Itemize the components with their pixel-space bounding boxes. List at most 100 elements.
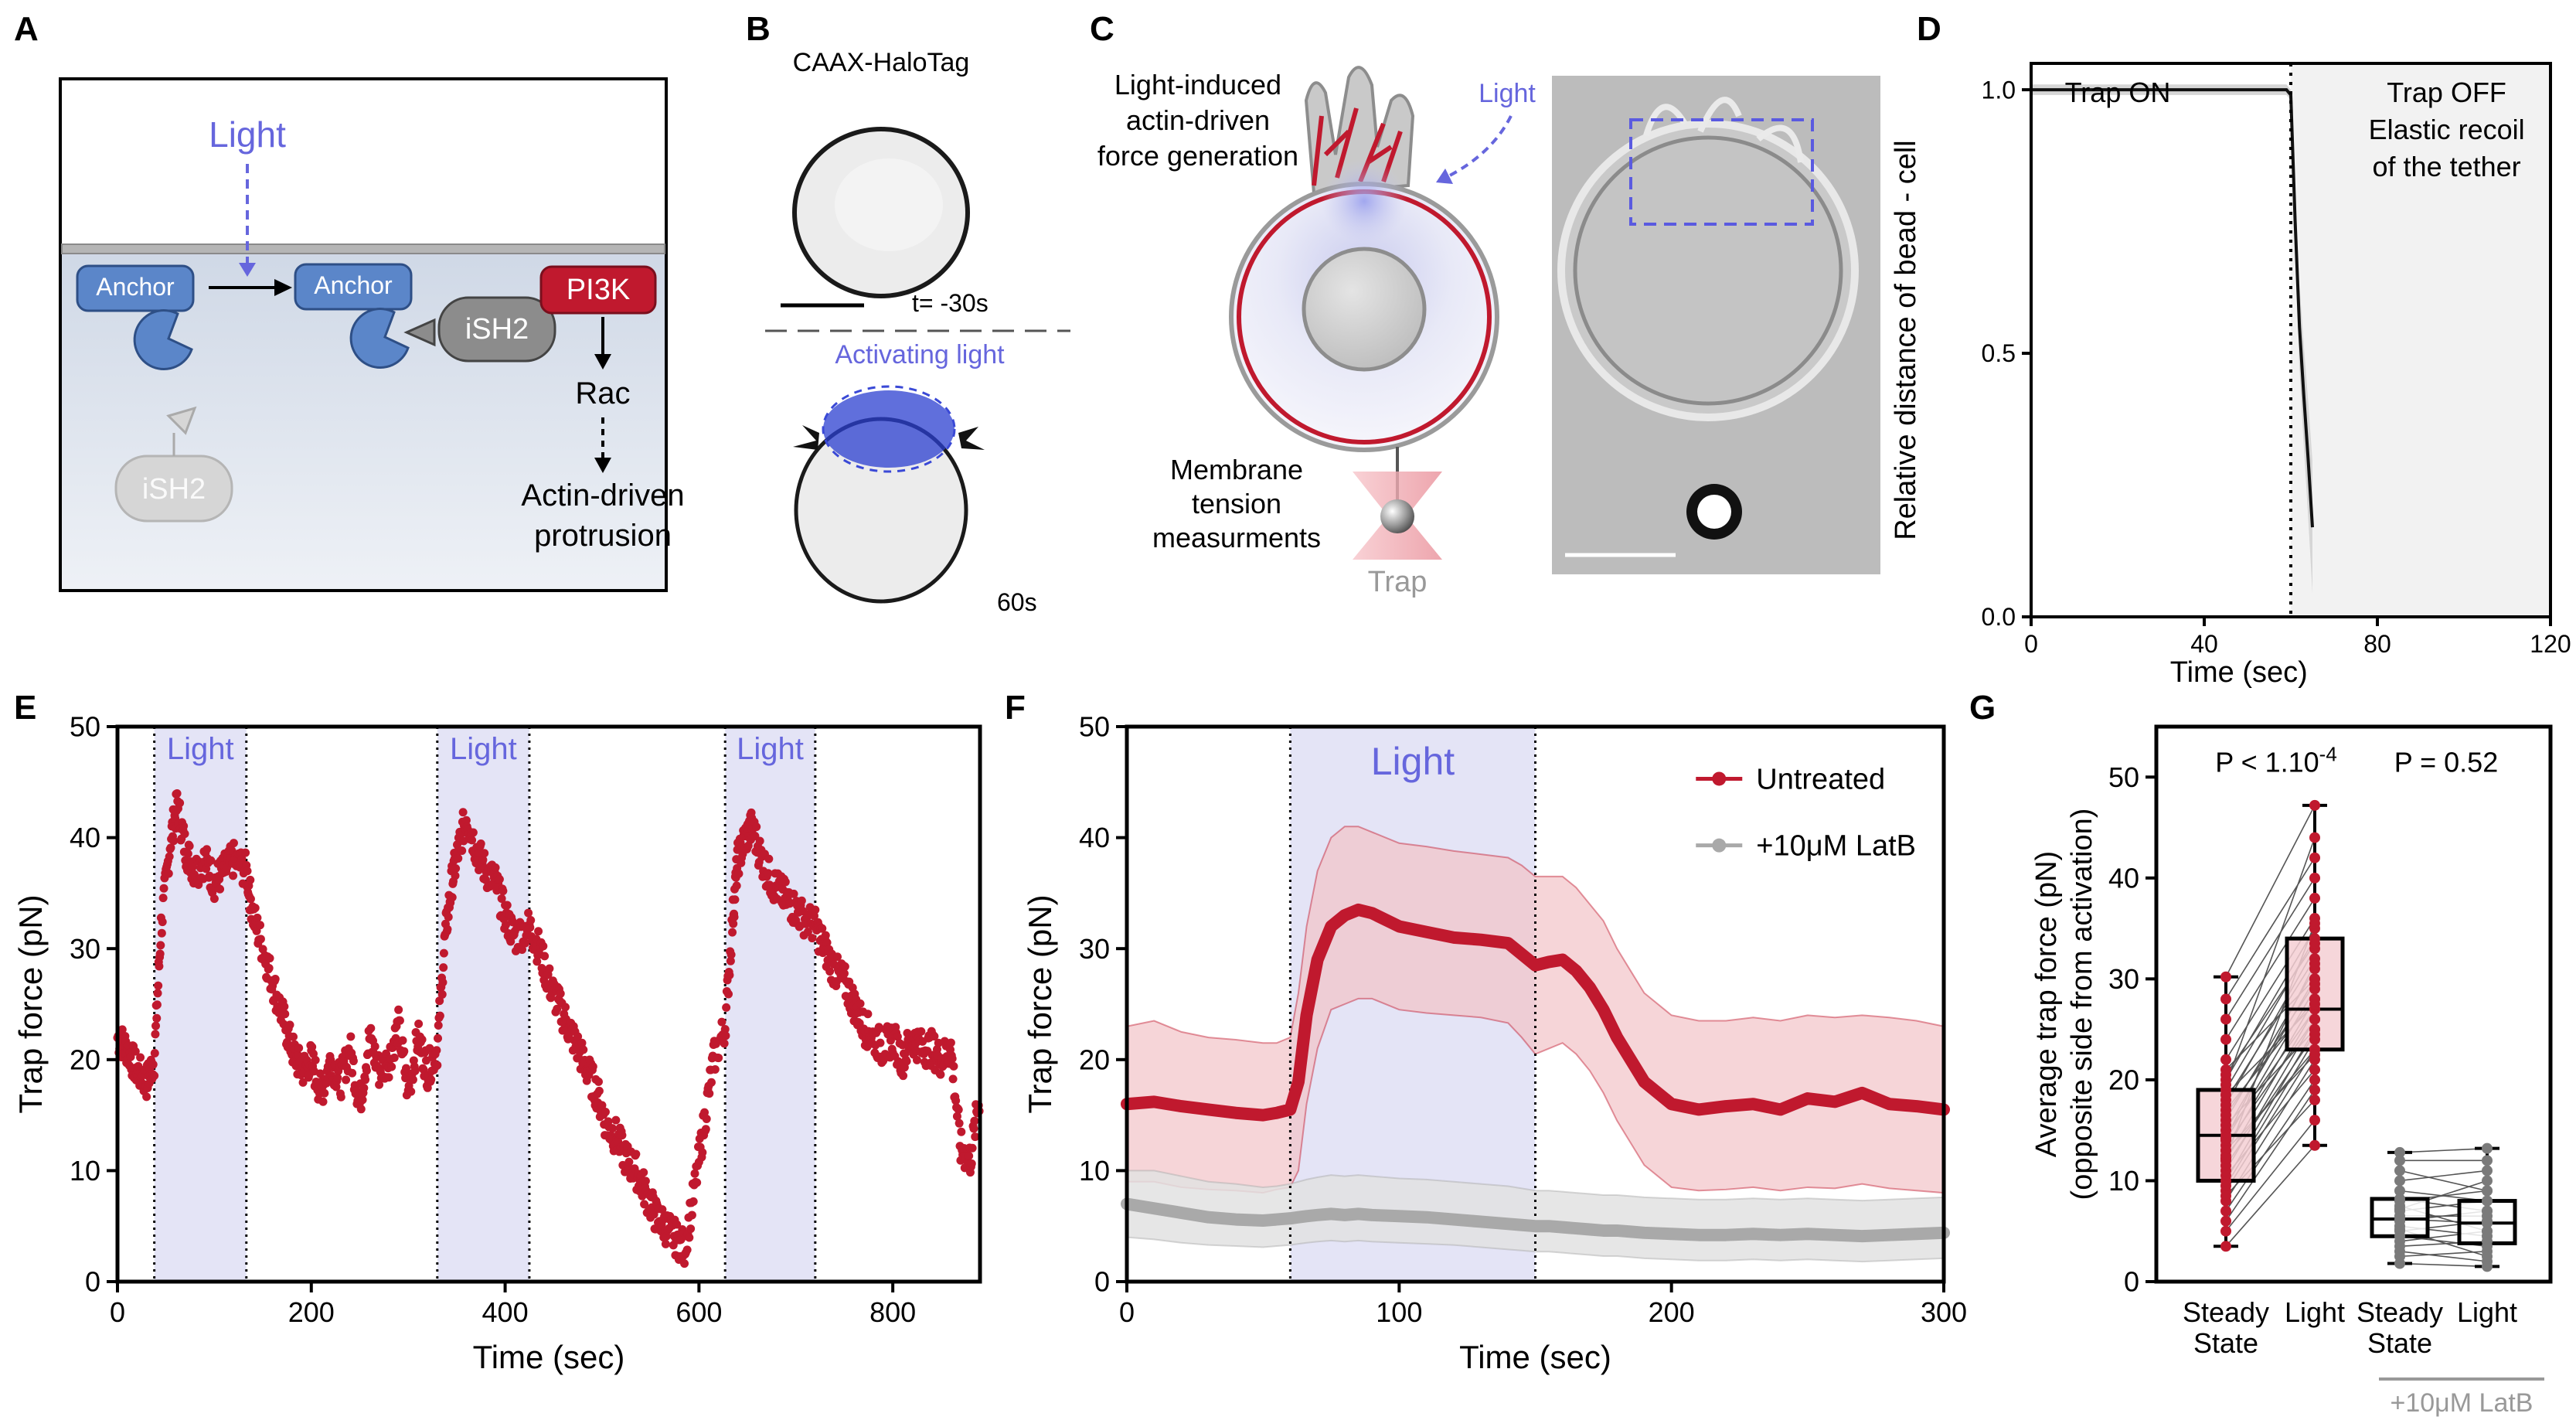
- chart-e: Light Light Light 0 200 400 600 800 0 10 20 30 40 50…: [12, 711, 984, 1375]
- plot-frame-d: [2030, 62, 2552, 618]
- ish2-free-label: iSH2: [142, 473, 206, 506]
- p-value-untreated-text: P < 1.10: [2215, 747, 2319, 778]
- y-axis-label-f: Trap force (pN): [1022, 894, 1058, 1113]
- tension-label-2: tension: [1192, 488, 1281, 519]
- y-tick-label: 20: [2108, 1064, 2139, 1096]
- data-point-e: [294, 1044, 304, 1053]
- plot-frame-e: [115, 724, 982, 1284]
- data-point-e: [216, 884, 225, 894]
- data-point-g: [2309, 799, 2320, 811]
- data-point-e: [825, 967, 835, 976]
- data-point-e: [714, 1054, 723, 1063]
- data-point-e: [764, 869, 773, 878]
- y-axis-label-g-2: (opposite side from activation): [2066, 809, 2098, 1200]
- confidence-band-d: [2031, 84, 2312, 594]
- anchor-protein-2: [294, 263, 413, 311]
- data-point-g: [2482, 1175, 2493, 1187]
- data-point-e: [175, 799, 185, 808]
- data-point-e: [863, 1010, 873, 1019]
- data-point-e: [435, 1011, 444, 1020]
- data-point-e: [288, 1032, 298, 1041]
- data-point-e: [156, 941, 165, 950]
- data-point-e: [285, 1020, 294, 1030]
- data-point-e: [594, 1077, 603, 1086]
- outcome-label-1: Actin-driven: [521, 478, 684, 512]
- data-point-g: [2309, 1049, 2320, 1061]
- data-point-e: [533, 957, 542, 966]
- data-point-e: [432, 1046, 441, 1055]
- chart-f: Light 0 100 200 300 0 10 20 30 40 50 Untreated +1…: [1022, 711, 1967, 1375]
- data-point-e: [443, 925, 452, 934]
- data-point-g: [2220, 1054, 2231, 1065]
- light-label-a: Light: [209, 114, 286, 155]
- data-point-g: [2309, 1013, 2320, 1025]
- data-point-e: [151, 1021, 161, 1030]
- data-point-e: [169, 836, 179, 846]
- data-point-e: [720, 1024, 730, 1034]
- y-tick-label: 40: [2108, 862, 2139, 894]
- data-point-g: [2482, 1195, 2493, 1207]
- annotation-trap-on: Trap ON: [2065, 77, 2171, 108]
- data-point-e: [229, 839, 238, 848]
- data-point-e: [308, 1042, 317, 1051]
- series-line-d: [2031, 88, 2314, 528]
- y-tick-label: 30: [70, 933, 100, 965]
- data-point-e: [183, 849, 192, 858]
- data-point-e: [579, 1045, 588, 1054]
- data-point-e: [491, 863, 500, 872]
- paired-line-untreated: [2225, 805, 2316, 978]
- data-point-e: [680, 1259, 689, 1268]
- data-point-g: [2309, 832, 2320, 843]
- data-point-e: [661, 1239, 670, 1248]
- data-point-e: [948, 1074, 958, 1084]
- y-tick-label: 40: [70, 822, 100, 853]
- y-tick-label: 30: [1079, 933, 1110, 965]
- annotation-trap-off: Trap OFF: [2387, 77, 2506, 108]
- force-label-2: actin-driven: [1126, 104, 1270, 136]
- data-point-e: [969, 1124, 978, 1133]
- light-label-e: Light: [737, 732, 804, 766]
- data-point-e: [394, 1005, 403, 1014]
- trap-off-region: [2291, 63, 2550, 617]
- rac-label: Rac: [575, 376, 630, 410]
- light-label-c: Light: [1479, 79, 1536, 108]
- ish2-bound: [437, 296, 556, 363]
- data-point-e: [458, 846, 467, 855]
- y-tick-label: 0: [2124, 1266, 2139, 1298]
- data-point-e: [209, 894, 219, 904]
- data-point-e: [811, 905, 820, 914]
- data-point-e: [690, 1169, 699, 1178]
- legend-marker-untreated: [1712, 771, 1727, 786]
- panel-b-microscopy: CAAX-HaloTag t= -30s Activating light 60…: [765, 48, 1070, 616]
- data-point-e: [618, 1131, 627, 1140]
- data-point-e: [439, 948, 448, 958]
- data-point-g: [2482, 1155, 2493, 1166]
- activation-roi: [1629, 118, 1814, 226]
- data-point-e: [126, 1052, 135, 1061]
- y-tick-label: 50: [70, 711, 100, 743]
- data-point-e: [336, 1092, 345, 1102]
- data-point-e: [755, 836, 764, 846]
- time-after: 60s: [997, 588, 1037, 616]
- data-point-e: [720, 1039, 729, 1048]
- data-point-e: [375, 1080, 384, 1089]
- data-point-e: [359, 1084, 369, 1093]
- nucleus: [1302, 247, 1427, 372]
- data-point-e: [437, 989, 447, 999]
- data-point-e: [150, 1071, 159, 1081]
- data-point-e: [818, 924, 827, 933]
- data-point-e: [166, 843, 175, 853]
- data-point-e: [281, 1010, 290, 1019]
- data-point-e: [611, 1115, 621, 1125]
- data-point-e: [902, 1057, 911, 1066]
- outcome-label-2: protrusion: [534, 519, 672, 553]
- data-point-e: [458, 808, 468, 817]
- data-point-e: [408, 1075, 417, 1085]
- y-axis-label-e: Trap force (pN): [12, 894, 49, 1113]
- data-point-e: [180, 829, 189, 839]
- data-point-e: [641, 1177, 650, 1186]
- x-tick-label: 0: [110, 1296, 125, 1328]
- data-point-e: [899, 1071, 908, 1081]
- data-point-e: [955, 1119, 964, 1128]
- p-value-exponent: -4: [2319, 743, 2337, 766]
